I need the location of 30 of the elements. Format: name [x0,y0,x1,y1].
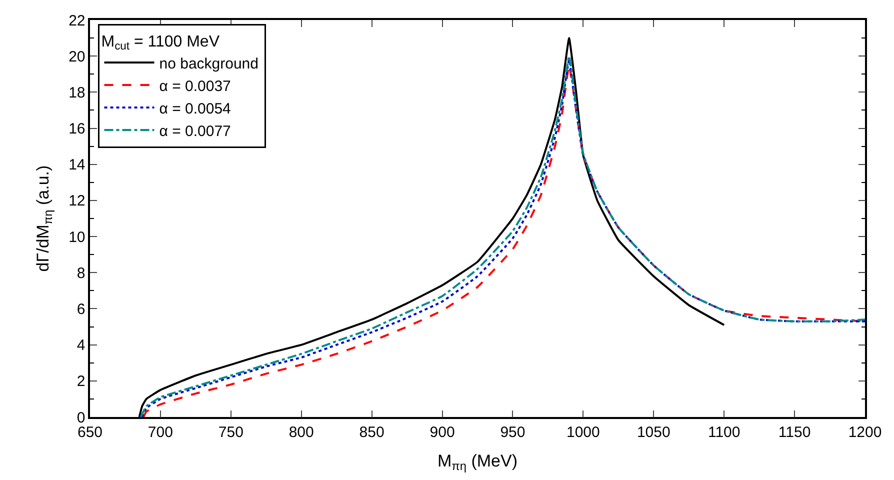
y-tick-label: 10 [68,228,86,246]
y-tick-label: 0 [76,409,86,426]
legend-title: M$_{cut}$ = 1100 MeV [101,33,220,53]
x-tick-label: 700 [148,424,173,441]
legend-label: α = 0.0037 [159,78,231,95]
y-tick-label: 20 [68,48,86,66]
x-tick-label: 950 [500,424,526,441]
y-tick-label: 6 [76,300,86,318]
y-tick-label: 12 [68,192,86,210]
y-tick-label: 14 [68,156,86,174]
x-tick-label: 800 [288,424,314,441]
x-axis-title: M$_{πη}$ (MeV) [438,452,518,474]
y-tick-label: 2 [76,373,86,390]
legend-label: α = 0.0054 [159,100,231,118]
legend-label: no background [159,55,258,72]
x-tick-label: 1200 [848,424,882,441]
x-tick-label: 900 [430,424,455,441]
y-tick-label: 18 [68,84,86,102]
y-tick-label: 8 [76,264,86,282]
x-tick-label: 1100 [708,424,740,441]
x-tick-label: 850 [359,424,384,441]
legend-label: α = 0.0077 [159,122,231,140]
x-tick-label: 1150 [778,424,811,441]
y-tick-label: 16 [68,120,86,138]
y-tick-label: 4 [76,337,86,354]
x-tick-label: 750 [218,424,244,441]
y-tick-label: 22 [68,12,86,30]
x-tick-label: 650 [77,424,103,441]
x-tick-label: 1000 [566,424,600,441]
x-tick-label: 1050 [636,424,670,441]
